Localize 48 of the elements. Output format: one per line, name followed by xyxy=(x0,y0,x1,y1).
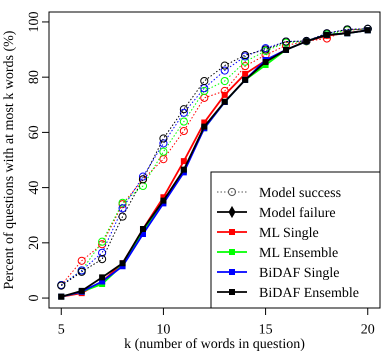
y-tick-label: 60 xyxy=(26,125,42,140)
point xyxy=(220,66,229,75)
point xyxy=(78,256,86,265)
y-tick-label: 80 xyxy=(26,70,42,84)
point xyxy=(180,108,188,117)
y-tick-label: 40 xyxy=(26,180,42,195)
y-tick-label: 100 xyxy=(26,11,42,32)
point xyxy=(159,134,168,143)
point xyxy=(159,139,168,148)
x-axis-title: k (number of words in question) xyxy=(124,337,306,352)
point xyxy=(180,158,187,164)
legend-label: BiDAF Single xyxy=(259,266,340,281)
legend-label: BiDAF Ensemble xyxy=(259,286,359,301)
point xyxy=(118,212,127,221)
x-tick-label: 5 xyxy=(58,322,65,338)
y-axis-title: Percent of questions with at most k words (%) xyxy=(2,30,17,290)
legend-label: ML Ensemble xyxy=(259,246,338,261)
point xyxy=(98,238,106,246)
point xyxy=(241,58,250,66)
point xyxy=(242,70,248,77)
point xyxy=(220,62,229,70)
point xyxy=(200,94,208,102)
point xyxy=(241,62,250,70)
point xyxy=(220,76,229,86)
point xyxy=(180,105,188,114)
annotation: Model success xyxy=(259,186,342,201)
point xyxy=(138,182,148,190)
point xyxy=(159,155,168,164)
point xyxy=(98,240,106,248)
y-tick-label: 20 xyxy=(26,236,42,250)
point xyxy=(180,118,188,126)
point xyxy=(200,86,208,96)
point xyxy=(200,84,208,92)
point xyxy=(222,92,228,98)
point xyxy=(138,172,148,181)
point xyxy=(180,126,188,136)
point xyxy=(118,204,127,212)
point xyxy=(159,148,168,156)
point xyxy=(98,248,106,257)
x-tick-label: 15 xyxy=(258,322,273,338)
x-tick-label: 10 xyxy=(156,322,170,338)
point xyxy=(99,274,106,280)
point xyxy=(98,255,106,264)
point xyxy=(200,76,208,86)
legend-label: ML Single xyxy=(259,226,319,241)
y-tick-label: 0 xyxy=(26,294,42,302)
annotation: Model failure xyxy=(259,206,336,221)
x-tick-label: 20 xyxy=(360,322,375,338)
